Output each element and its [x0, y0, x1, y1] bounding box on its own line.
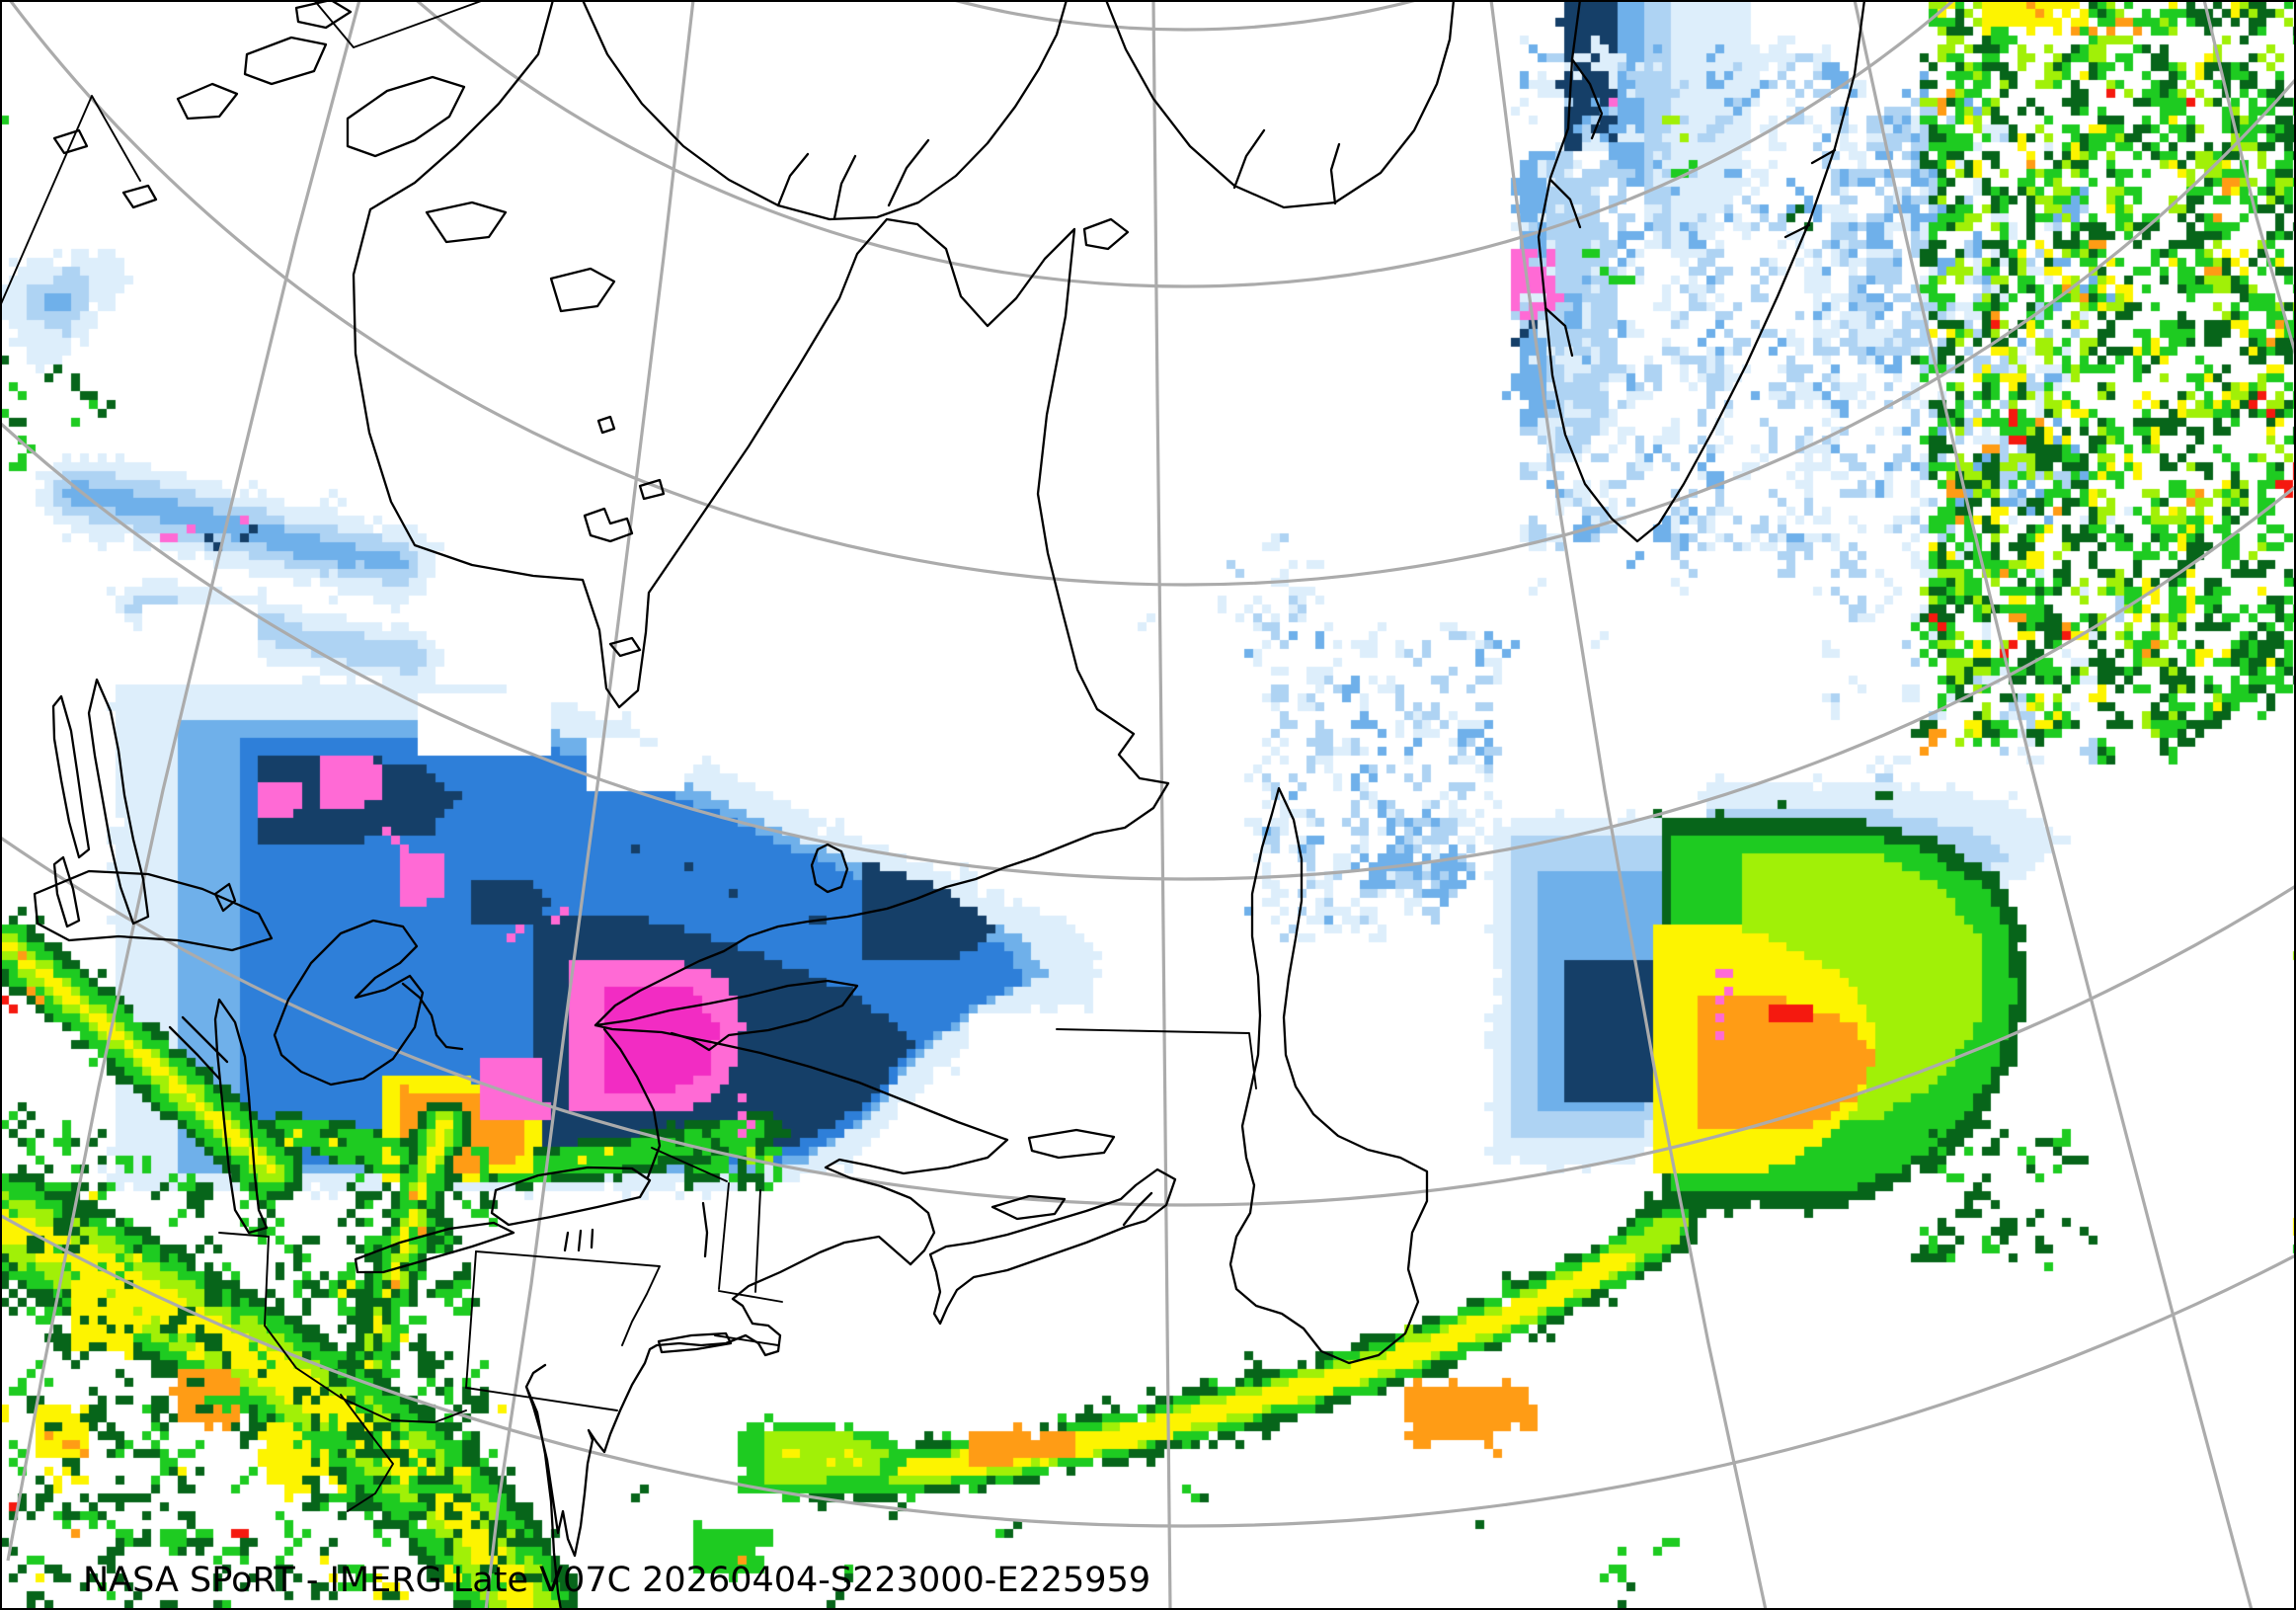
lake-ontario: [490, 1166, 652, 1227]
lake-winnipeg: [87, 678, 150, 926]
arctic-island-a: [243, 36, 328, 86]
baffin-island-west: [581, 0, 1069, 221]
hudson-bay-islet-2: [596, 415, 616, 435]
manicouagan-ring: [810, 843, 849, 894]
newfoundland: [1228, 786, 1429, 1365]
latitude-line: [0, 835, 2296, 1206]
akimiski-island: [608, 636, 642, 658]
longitude-line: [1151, 0, 1172, 1610]
longitude-line: [1489, 0, 1768, 1610]
mainland-hudson-labrador-stlawrence: [352, 0, 1170, 1052]
wv-va-border: [340, 1394, 394, 1512]
quebec-labrador-border: [1056, 1028, 1257, 1089]
ny-vt-border: [718, 1182, 730, 1290]
finger-lakes: [563, 1228, 594, 1252]
coats-island: [425, 201, 508, 244]
baffin-island-east: [1104, 0, 1456, 209]
lake-superior: [33, 869, 274, 952]
prince-edward-island: [990, 1194, 1067, 1221]
longitude-line: [6, 0, 361, 1562]
mansel-island: [549, 267, 616, 313]
lake-huron-georgian: [273, 919, 425, 1087]
greenland-fjords: [1544, 57, 1837, 358]
mason-dixon: [465, 1387, 618, 1411]
lake-champlain: [701, 1201, 709, 1258]
belcher-islands: [583, 507, 634, 543]
ma-north-border: [718, 1290, 783, 1303]
oh-in-border: [264, 1236, 270, 1327]
baffin-east-fjords: [1232, 128, 1341, 205]
anticosti-island: [1027, 1128, 1116, 1160]
resolution-island: [1082, 217, 1130, 251]
vt-nh-border: [754, 1189, 761, 1293]
product-label: NASA SPoRT - IMERG Late V07C 20260404-S2…: [83, 1561, 1151, 1600]
greenland: [1537, 0, 1866, 543]
hudson-bay-islet: [638, 478, 666, 501]
ohio-river: [264, 1325, 467, 1423]
st-lawrence-river: [602, 1027, 662, 1179]
ny-qc-border: [651, 1147, 728, 1182]
latitude-line: [8, 0, 2296, 587]
ny-pa-border: [475, 1250, 661, 1346]
gaspe-south-shore: [594, 1023, 1009, 1266]
lake-michigan: [213, 998, 269, 1235]
lake-erie: [354, 1221, 515, 1274]
arctic-island-c: [176, 82, 239, 121]
lake-winnipegosis: [51, 694, 91, 859]
new-england-midatlantic-coast: [524, 1235, 912, 1610]
lake-manitoba: [52, 855, 81, 928]
longitude-line: [484, 0, 695, 1610]
nova-scotia: [928, 1167, 1177, 1326]
southampton-island: [346, 75, 466, 158]
ma-south-border: [714, 1334, 779, 1346]
mi-oh-border: [218, 1232, 270, 1238]
latitude-line: [948, 0, 1422, 32]
longitude-line: [2202, 0, 2296, 357]
arctic-island-d: [52, 128, 89, 155]
latitude-line: [414, 0, 1956, 288]
arctic-island-b: [294, 0, 353, 30]
baffin-fjord-strokes: [776, 138, 930, 220]
latitude-line: [0, 420, 2296, 881]
nunavut-border-v: [313, 0, 485, 48]
chesapeake-head: [524, 1363, 547, 1389]
cape-breton-notch: [1122, 1191, 1153, 1227]
longitude-line: [1853, 0, 2254, 1610]
long-island: [657, 1331, 733, 1354]
pa-west-border: [465, 1250, 477, 1389]
latitude-line: [0, 1213, 2296, 1527]
ottawa-river: [401, 982, 464, 1051]
arctic-island-e: [121, 184, 158, 209]
lake-nipigon: [213, 882, 237, 913]
manitoba-border: [0, 95, 141, 307]
wisconsin-greenbay: [168, 1015, 229, 1081]
